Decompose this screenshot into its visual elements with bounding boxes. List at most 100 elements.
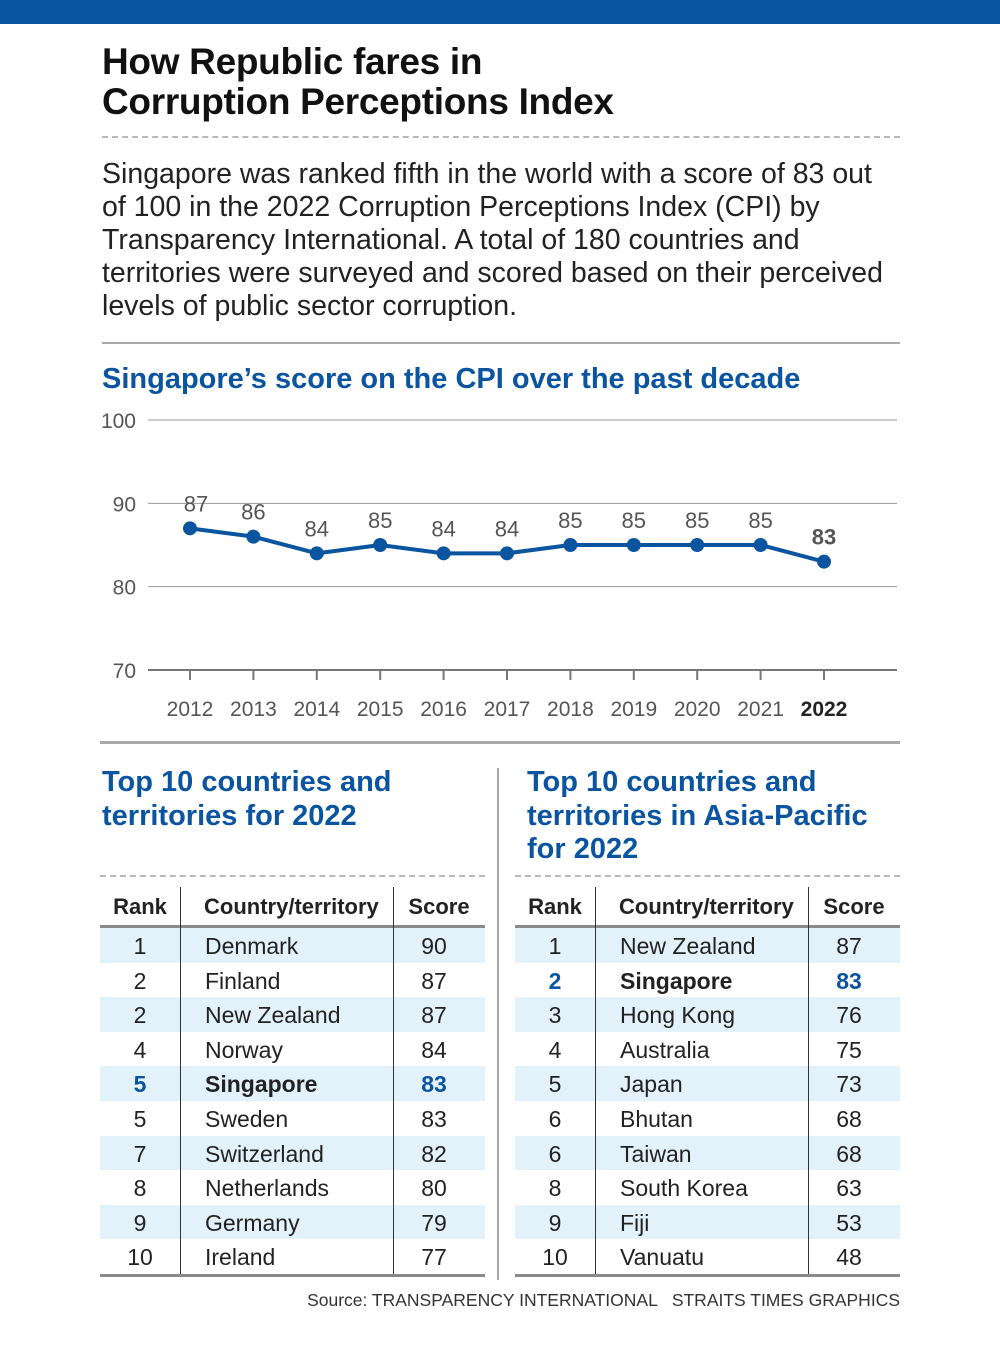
table-row: 2 Finland 87 — [100, 963, 485, 998]
x-tick-label: 2019 — [610, 698, 657, 721]
x-tick-label: 2020 — [674, 698, 721, 721]
score-cell: 87 — [836, 933, 862, 959]
country-cell: Switzerland — [205, 1140, 324, 1167]
score-cell: 48 — [836, 1244, 862, 1271]
data-label: 85 — [622, 508, 646, 533]
rank-cell: 5 — [133, 1071, 147, 1098]
score-cell: 83 — [421, 1105, 447, 1132]
data-label: 85 — [368, 508, 392, 533]
x-tick-label: 2018 — [547, 698, 594, 721]
header-rank: Rank — [528, 894, 582, 919]
country-cell: Taiwan — [620, 1140, 692, 1167]
country-cell: Fiji — [620, 1209, 650, 1236]
rank-cell: 2 — [133, 1002, 147, 1029]
title-line-2: Corruption Perceptions Index — [102, 81, 614, 122]
rank-cell: 4 — [133, 1036, 147, 1063]
score-cell: 83 — [421, 1071, 447, 1098]
score-cell: 79 — [421, 1209, 447, 1236]
header-country: Country/territory — [619, 894, 794, 919]
y-tick-label: 80 — [113, 577, 136, 600]
table-row: 4 Australia 75 — [515, 1032, 900, 1067]
source-text: Source: TRANSPARENCY INTERNATIONAL — [307, 1290, 658, 1310]
country-cell: Denmark — [205, 933, 299, 959]
world-table-dash — [100, 875, 485, 877]
rank-cell: 7 — [133, 1140, 147, 1167]
title-line-1: How Republic fares in — [102, 41, 483, 82]
table-row: 8 Netherlands 80 — [100, 1170, 485, 1205]
data-label: 87 — [184, 491, 208, 516]
data-label: 85 — [685, 508, 709, 533]
data-point — [753, 538, 768, 552]
header-rank: Rank — [113, 894, 167, 919]
table-header: Rank Country/territory Score — [100, 885, 485, 925]
data-point — [373, 538, 388, 552]
header-rule — [515, 925, 900, 928]
column-divider — [808, 887, 809, 1274]
data-point — [626, 538, 641, 552]
rank-cell: 2 — [133, 967, 147, 994]
table-row: 5 Sweden 83 — [100, 1101, 485, 1136]
data-point — [436, 546, 451, 561]
rank-cell: 5 — [133, 1105, 147, 1132]
rank-cell: 2 — [548, 967, 562, 994]
intro-paragraph: Singapore was ranked fifth in the world … — [102, 158, 883, 322]
asia-table-title: Top 10 countries and territories in Asia… — [527, 766, 868, 865]
table-row: 7 Switzerland 82 — [100, 1135, 485, 1171]
country-cell: Vanuatu — [620, 1244, 704, 1271]
rank-cell: 1 — [133, 933, 147, 959]
data-label: 84 — [305, 516, 329, 541]
line-chart: 70 80 90 100 2012 2013 2014 2015 2016 2017 2018 201… — [101, 410, 897, 721]
data-point — [690, 538, 705, 552]
rank-cell: 5 — [548, 1071, 562, 1098]
country-cell: New Zealand — [205, 1002, 341, 1029]
y-tick-label: 90 — [113, 493, 136, 516]
column-divider — [393, 887, 394, 1274]
score-cell: 82 — [421, 1140, 447, 1167]
country-cell: Singapore — [205, 1071, 318, 1098]
header-country: Country/territory — [204, 894, 379, 919]
rank-cell: 3 — [548, 1002, 562, 1029]
country-cell: Finland — [205, 967, 281, 994]
column-divider — [180, 887, 181, 1274]
table-row: 1 Denmark 90 — [100, 928, 485, 963]
rank-cell: 6 — [548, 1140, 562, 1167]
page-title: How Republic fares in Corruption Percept… — [102, 42, 902, 122]
country-cell: Netherlands — [205, 1175, 330, 1202]
table-bottom-rule — [515, 1273, 900, 1277]
rank-cell: 9 — [548, 1209, 562, 1236]
score-cell: 87 — [421, 967, 447, 994]
table-row: 8 South Korea 63 — [515, 1170, 900, 1205]
table-row: 2 Singapore 83 — [515, 963, 900, 998]
table-row: 9 Germany 79 — [100, 1204, 485, 1240]
rank-cell: 10 — [542, 1244, 568, 1271]
rank-cell: 1 — [548, 933, 562, 959]
data-point — [183, 521, 197, 536]
top-accent-bar — [0, 0, 1000, 24]
x-tick-label: 2016 — [420, 698, 467, 721]
country-cell: Ireland — [205, 1244, 276, 1271]
y-tick-label: 100 — [101, 410, 136, 433]
table-row: 6 Taiwan 68 — [515, 1135, 900, 1171]
score-cell: 83 — [836, 967, 862, 994]
score-cell: 84 — [421, 1036, 447, 1063]
data-point — [309, 546, 324, 561]
score-cell: 80 — [421, 1175, 447, 1202]
rank-cell: 8 — [133, 1175, 147, 1202]
header-rule — [100, 925, 485, 928]
data-label: 85 — [558, 508, 582, 533]
country-cell: Australia — [620, 1036, 710, 1063]
data-label: 84 — [431, 516, 455, 541]
score-cell: 76 — [836, 1002, 862, 1029]
score-cell: 63 — [836, 1175, 862, 1202]
table-bottom-rule — [100, 1273, 485, 1277]
score-cell: 53 — [836, 1209, 862, 1236]
score-cell: 73 — [836, 1071, 862, 1098]
data-point — [817, 554, 831, 569]
asia-table-dash — [515, 875, 900, 877]
header-score: Score — [408, 894, 470, 919]
rank-cell: 4 — [548, 1036, 562, 1063]
country-cell: Norway — [205, 1036, 283, 1063]
title-divider — [102, 136, 900, 138]
score-cell: 75 — [836, 1036, 862, 1063]
x-tick-label: 2022 — [801, 698, 848, 721]
